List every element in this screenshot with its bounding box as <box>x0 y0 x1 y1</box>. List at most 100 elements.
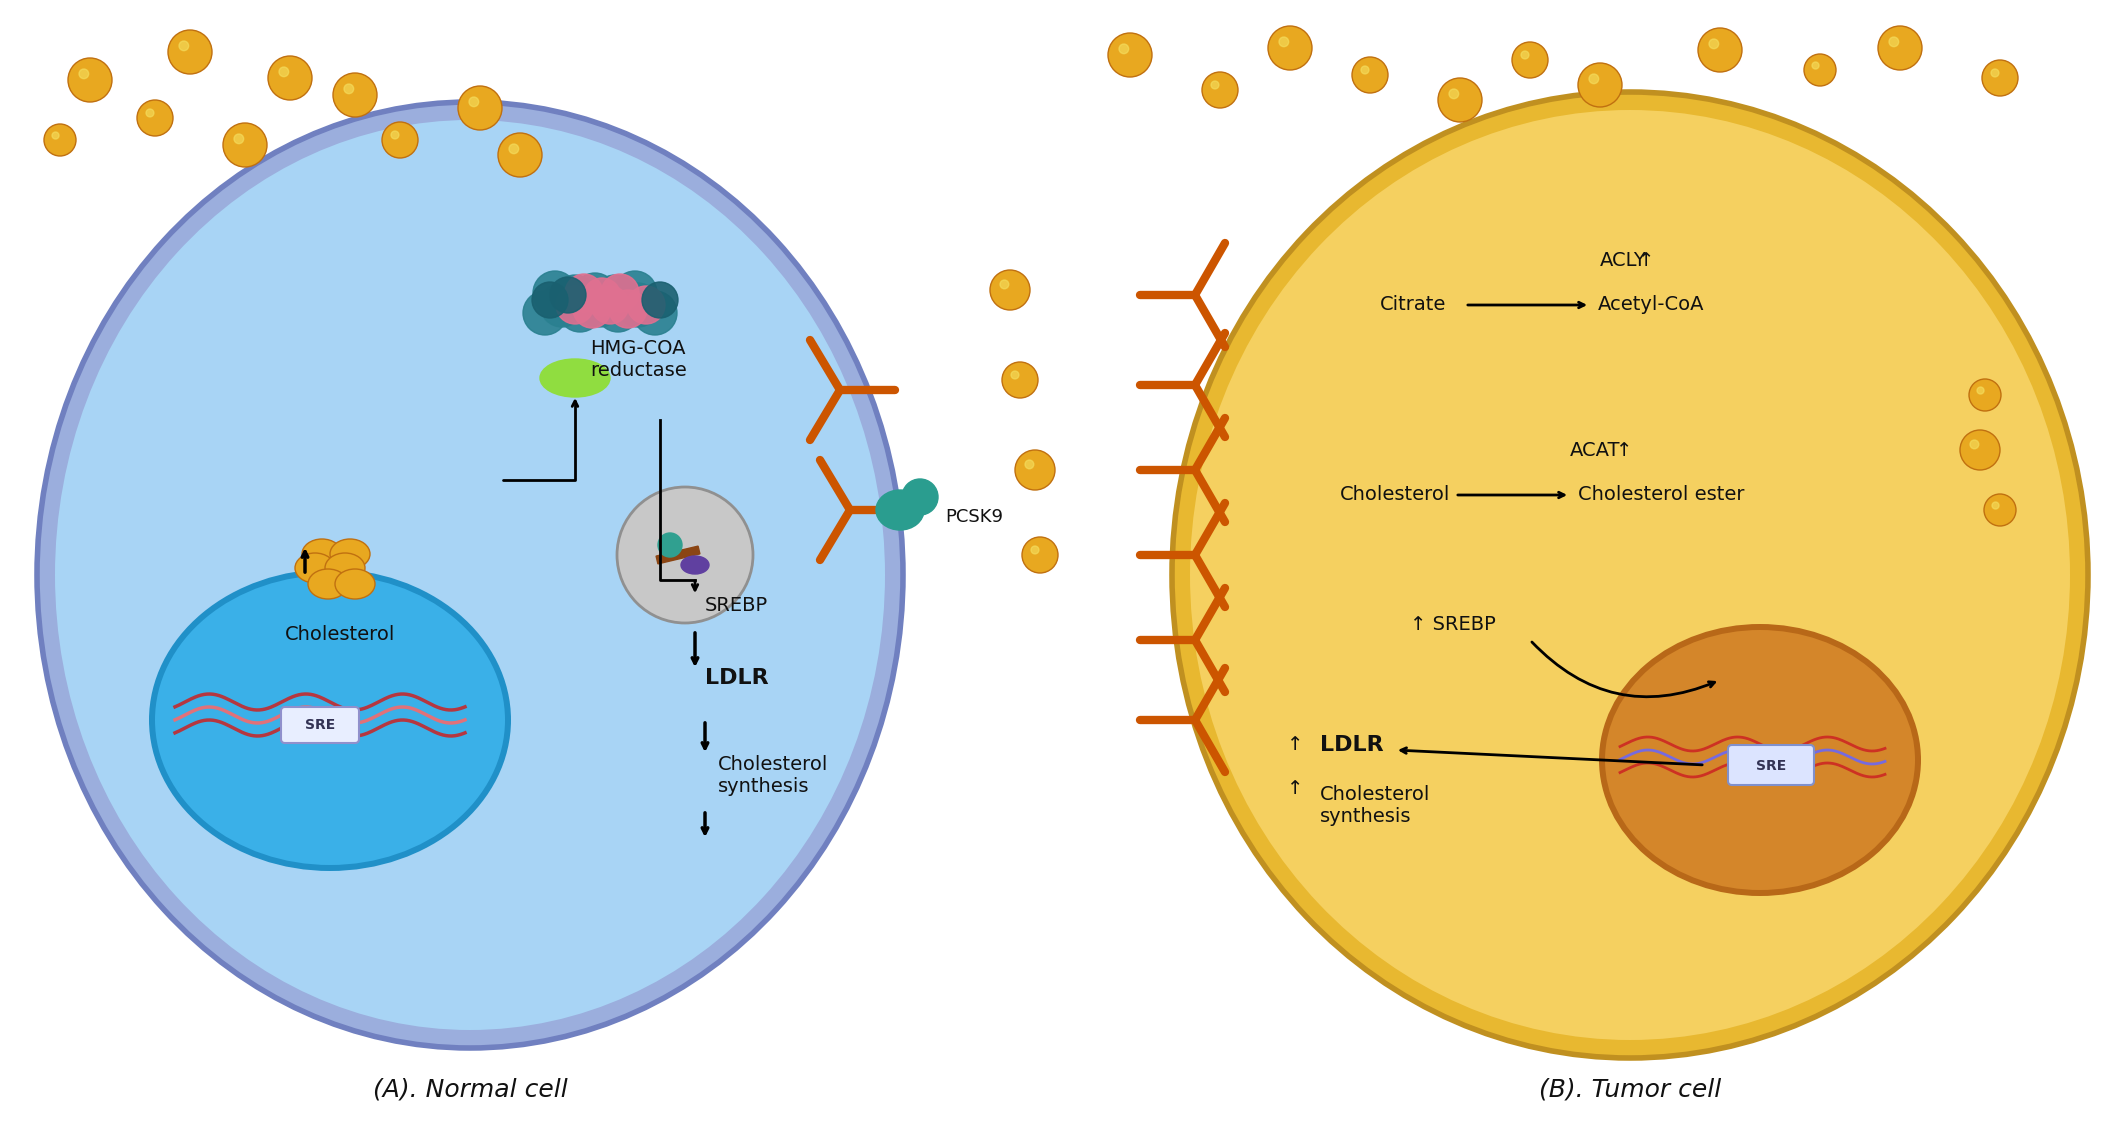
Text: Acetyl-CoA: Acetyl-CoA <box>1599 295 1704 315</box>
Circle shape <box>1977 387 1983 394</box>
Circle shape <box>659 533 682 557</box>
Circle shape <box>593 275 638 319</box>
Ellipse shape <box>308 569 348 599</box>
Text: Cholesterol: Cholesterol <box>1339 485 1451 505</box>
Text: (A). Normal cell: (A). Normal cell <box>372 1078 568 1102</box>
Circle shape <box>458 86 503 130</box>
Text: Cholesterol
synthesis: Cholesterol synthesis <box>718 755 828 796</box>
Circle shape <box>634 291 678 335</box>
FancyArrow shape <box>657 546 699 564</box>
Ellipse shape <box>55 120 885 1030</box>
Ellipse shape <box>325 553 365 583</box>
Ellipse shape <box>296 553 336 583</box>
Ellipse shape <box>876 490 925 530</box>
FancyBboxPatch shape <box>281 707 359 742</box>
Circle shape <box>1438 78 1483 122</box>
Circle shape <box>1588 74 1599 84</box>
Circle shape <box>391 132 399 138</box>
Circle shape <box>1698 27 1742 72</box>
Ellipse shape <box>336 569 376 599</box>
Ellipse shape <box>541 359 610 397</box>
Circle shape <box>469 97 479 106</box>
Circle shape <box>1267 26 1312 70</box>
Circle shape <box>1709 39 1719 49</box>
Circle shape <box>579 283 623 327</box>
FancyBboxPatch shape <box>1728 745 1814 785</box>
Circle shape <box>1022 537 1058 573</box>
Circle shape <box>1016 450 1056 490</box>
Circle shape <box>1012 371 1018 379</box>
Circle shape <box>566 275 604 312</box>
Circle shape <box>344 84 353 94</box>
Circle shape <box>612 271 657 315</box>
Circle shape <box>902 479 938 515</box>
Circle shape <box>1512 42 1548 78</box>
Text: Cholesterol
synthesis: Cholesterol synthesis <box>1320 785 1430 826</box>
Circle shape <box>224 124 266 167</box>
Circle shape <box>591 286 629 324</box>
Text: LDLR: LDLR <box>1320 734 1383 755</box>
Ellipse shape <box>1172 92 2089 1058</box>
Circle shape <box>382 122 418 158</box>
Circle shape <box>1210 81 1219 89</box>
Circle shape <box>1983 494 2017 526</box>
Circle shape <box>498 133 543 177</box>
Circle shape <box>1992 69 1998 77</box>
Text: ↑ SREBP: ↑ SREBP <box>1411 615 1495 635</box>
Ellipse shape <box>302 539 342 569</box>
Circle shape <box>1578 63 1622 108</box>
Circle shape <box>68 58 112 102</box>
Text: PCSK9: PCSK9 <box>944 508 1003 526</box>
Circle shape <box>617 283 659 327</box>
Text: ↑: ↑ <box>1286 779 1303 797</box>
Text: Cholesterol: Cholesterol <box>285 625 395 644</box>
Ellipse shape <box>629 500 739 610</box>
Ellipse shape <box>1599 623 1922 896</box>
Circle shape <box>1992 502 2000 509</box>
Text: SRE: SRE <box>304 718 336 732</box>
Circle shape <box>1878 26 1922 70</box>
Circle shape <box>1812 62 1818 69</box>
Ellipse shape <box>680 556 710 574</box>
Circle shape <box>549 277 585 313</box>
Circle shape <box>1352 57 1388 93</box>
Circle shape <box>334 73 378 117</box>
Text: Cholesterol ester: Cholesterol ester <box>1578 485 1745 505</box>
Circle shape <box>1970 440 1979 448</box>
Circle shape <box>1960 430 2000 470</box>
Circle shape <box>1521 51 1529 59</box>
Circle shape <box>146 109 154 117</box>
Circle shape <box>555 286 593 324</box>
Circle shape <box>572 289 610 328</box>
Circle shape <box>541 283 585 327</box>
Text: SREBP: SREBP <box>705 596 769 615</box>
Circle shape <box>1968 379 2000 411</box>
Circle shape <box>1031 546 1039 554</box>
Circle shape <box>1202 72 1238 108</box>
Text: ↑: ↑ <box>1639 252 1654 270</box>
Circle shape <box>44 124 76 156</box>
Circle shape <box>1360 66 1369 74</box>
Circle shape <box>1888 37 1899 47</box>
Text: ACLY: ACLY <box>1601 251 1647 270</box>
Circle shape <box>234 134 243 144</box>
Circle shape <box>572 273 617 317</box>
Circle shape <box>53 132 59 140</box>
Circle shape <box>1449 89 1459 98</box>
Text: ↑: ↑ <box>1286 736 1303 755</box>
Circle shape <box>137 100 173 136</box>
Text: ACAT: ACAT <box>1569 440 1620 460</box>
Ellipse shape <box>329 539 370 569</box>
Circle shape <box>1119 43 1128 54</box>
Circle shape <box>602 275 640 312</box>
Circle shape <box>608 289 646 328</box>
Circle shape <box>169 30 211 74</box>
Ellipse shape <box>38 102 904 1048</box>
Circle shape <box>1109 33 1151 77</box>
Text: (B). Tumor cell: (B). Tumor cell <box>1540 1078 1721 1102</box>
Circle shape <box>999 280 1010 288</box>
Circle shape <box>1280 37 1288 47</box>
Ellipse shape <box>150 569 511 871</box>
Text: LDLR: LDLR <box>705 668 769 688</box>
Circle shape <box>991 270 1031 310</box>
